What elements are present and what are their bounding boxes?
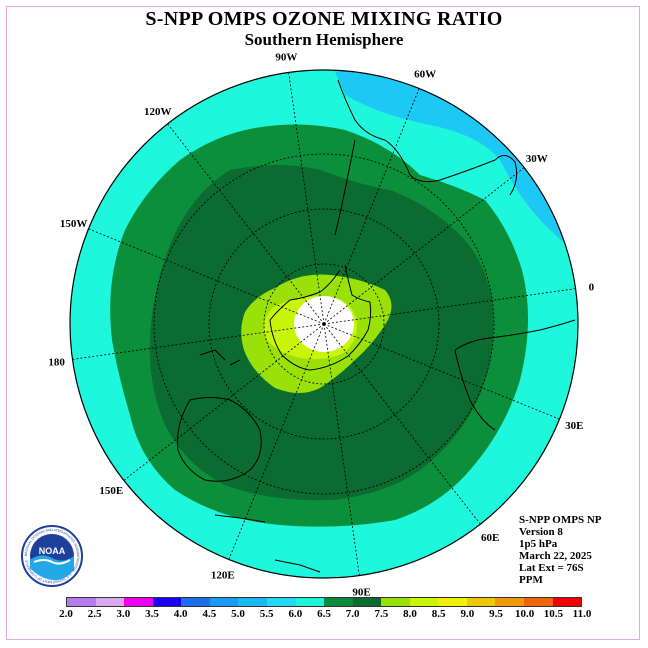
info-date: March 22, 2025 bbox=[519, 550, 592, 562]
map-title: S-NPP OMPS OZONE MIXING RATIO bbox=[145, 8, 503, 30]
info-product: S-NPP OMPS NP bbox=[519, 514, 602, 526]
legend-tick-label: 6.5 bbox=[317, 608, 331, 620]
graticule bbox=[72, 72, 576, 576]
noaa-logo: NOAA NATIONAL OCEANIC AND ATMOSPHERIC AD… bbox=[21, 525, 83, 587]
latitude-circle bbox=[208, 208, 440, 440]
legend-tick-label: 10.5 bbox=[543, 608, 563, 620]
legend-tick-label: 7.5 bbox=[374, 608, 389, 620]
info-lat-ext: Lat Ext = 76S bbox=[519, 562, 584, 574]
coast-indonesia bbox=[214, 514, 321, 573]
legend-swatch bbox=[409, 598, 439, 606]
longitude-label: 120E bbox=[211, 569, 235, 581]
legend-tick-label: 4.5 bbox=[202, 608, 217, 620]
legend-tick-label: 3.5 bbox=[145, 608, 159, 620]
longitude-label: 150W bbox=[60, 218, 88, 230]
legend-tick-label: 2.5 bbox=[87, 608, 102, 620]
legend-swatch bbox=[352, 598, 382, 606]
legend-swatch bbox=[209, 598, 239, 606]
legend-tick-label: 7.0 bbox=[345, 608, 360, 620]
legend-swatch bbox=[524, 598, 553, 606]
legend-swatch bbox=[466, 598, 496, 606]
legend-tick-label: 9.0 bbox=[460, 608, 475, 620]
longitude-label: 30E bbox=[565, 420, 583, 432]
legend-tick-label: 4.0 bbox=[173, 608, 188, 620]
info-units: PPM bbox=[519, 574, 543, 586]
longitude-label: 60E bbox=[481, 532, 499, 544]
longitude-label: 180 bbox=[48, 357, 65, 369]
legend-swatch bbox=[295, 598, 325, 606]
legend-tick-label: 8.5 bbox=[431, 608, 446, 620]
legend-swatch bbox=[124, 598, 153, 606]
legend-tick-label: 5.0 bbox=[231, 608, 245, 620]
legend-tick-label: 10.0 bbox=[515, 608, 535, 620]
latitude-circle bbox=[153, 153, 495, 495]
legend-swatch bbox=[152, 598, 182, 606]
map-subtitle: Southern Hemisphere bbox=[244, 30, 404, 49]
legend-swatch bbox=[181, 598, 210, 606]
info-level: 1p5 hPa bbox=[519, 538, 558, 550]
coast-australia bbox=[177, 397, 262, 482]
longitude-label: 60W bbox=[414, 69, 436, 81]
legend-swatch bbox=[552, 598, 582, 606]
longitude-label: 120W bbox=[144, 106, 172, 118]
legend-tick-label: 6.0 bbox=[288, 608, 303, 620]
legend-swatch bbox=[324, 598, 353, 606]
legend-swatch bbox=[67, 598, 96, 606]
legend-swatch bbox=[381, 598, 410, 606]
ozone-field bbox=[70, 70, 578, 578]
longitude-label: 90W bbox=[275, 52, 297, 64]
legend-tick-label: 11.0 bbox=[572, 608, 592, 620]
legend-tick-label: 5.5 bbox=[259, 608, 274, 620]
map-boundary bbox=[69, 69, 579, 579]
coast-new-zealand bbox=[199, 349, 241, 366]
legend-swatch bbox=[495, 598, 524, 606]
latitude-circle bbox=[263, 263, 385, 385]
color-legend-bar bbox=[66, 597, 582, 607]
longitude-labels: 90W 60W 30W 0 30E 60E 90E 120E 150E 180 150W 120W bbox=[48, 52, 594, 599]
noaa-logo-text: NOAA bbox=[39, 546, 66, 556]
legend-swatch bbox=[238, 598, 267, 606]
longitude-label: 0 bbox=[589, 281, 595, 293]
legend-swatch bbox=[438, 598, 467, 606]
legend-tick-label: 2.0 bbox=[59, 608, 73, 620]
longitude-label: 30W bbox=[526, 153, 548, 165]
info-version: Version 8 bbox=[519, 526, 563, 538]
longitude-label: 150E bbox=[99, 485, 123, 497]
coast-antarctic-peninsula bbox=[269, 264, 371, 321]
coast-south-america bbox=[334, 79, 518, 236]
info-block: S-NPP OMPS NP Version 8 1p5 hPa March 22… bbox=[519, 514, 602, 586]
legend-swatch bbox=[266, 598, 296, 606]
legend-swatch bbox=[95, 598, 125, 606]
longitude-label: 90E bbox=[352, 586, 370, 598]
coast-africa bbox=[454, 319, 576, 431]
legend-tick-label: 3.0 bbox=[116, 608, 131, 620]
legend-tick-label: 9.5 bbox=[489, 608, 503, 620]
legend-tick-label: 8.0 bbox=[403, 608, 417, 620]
